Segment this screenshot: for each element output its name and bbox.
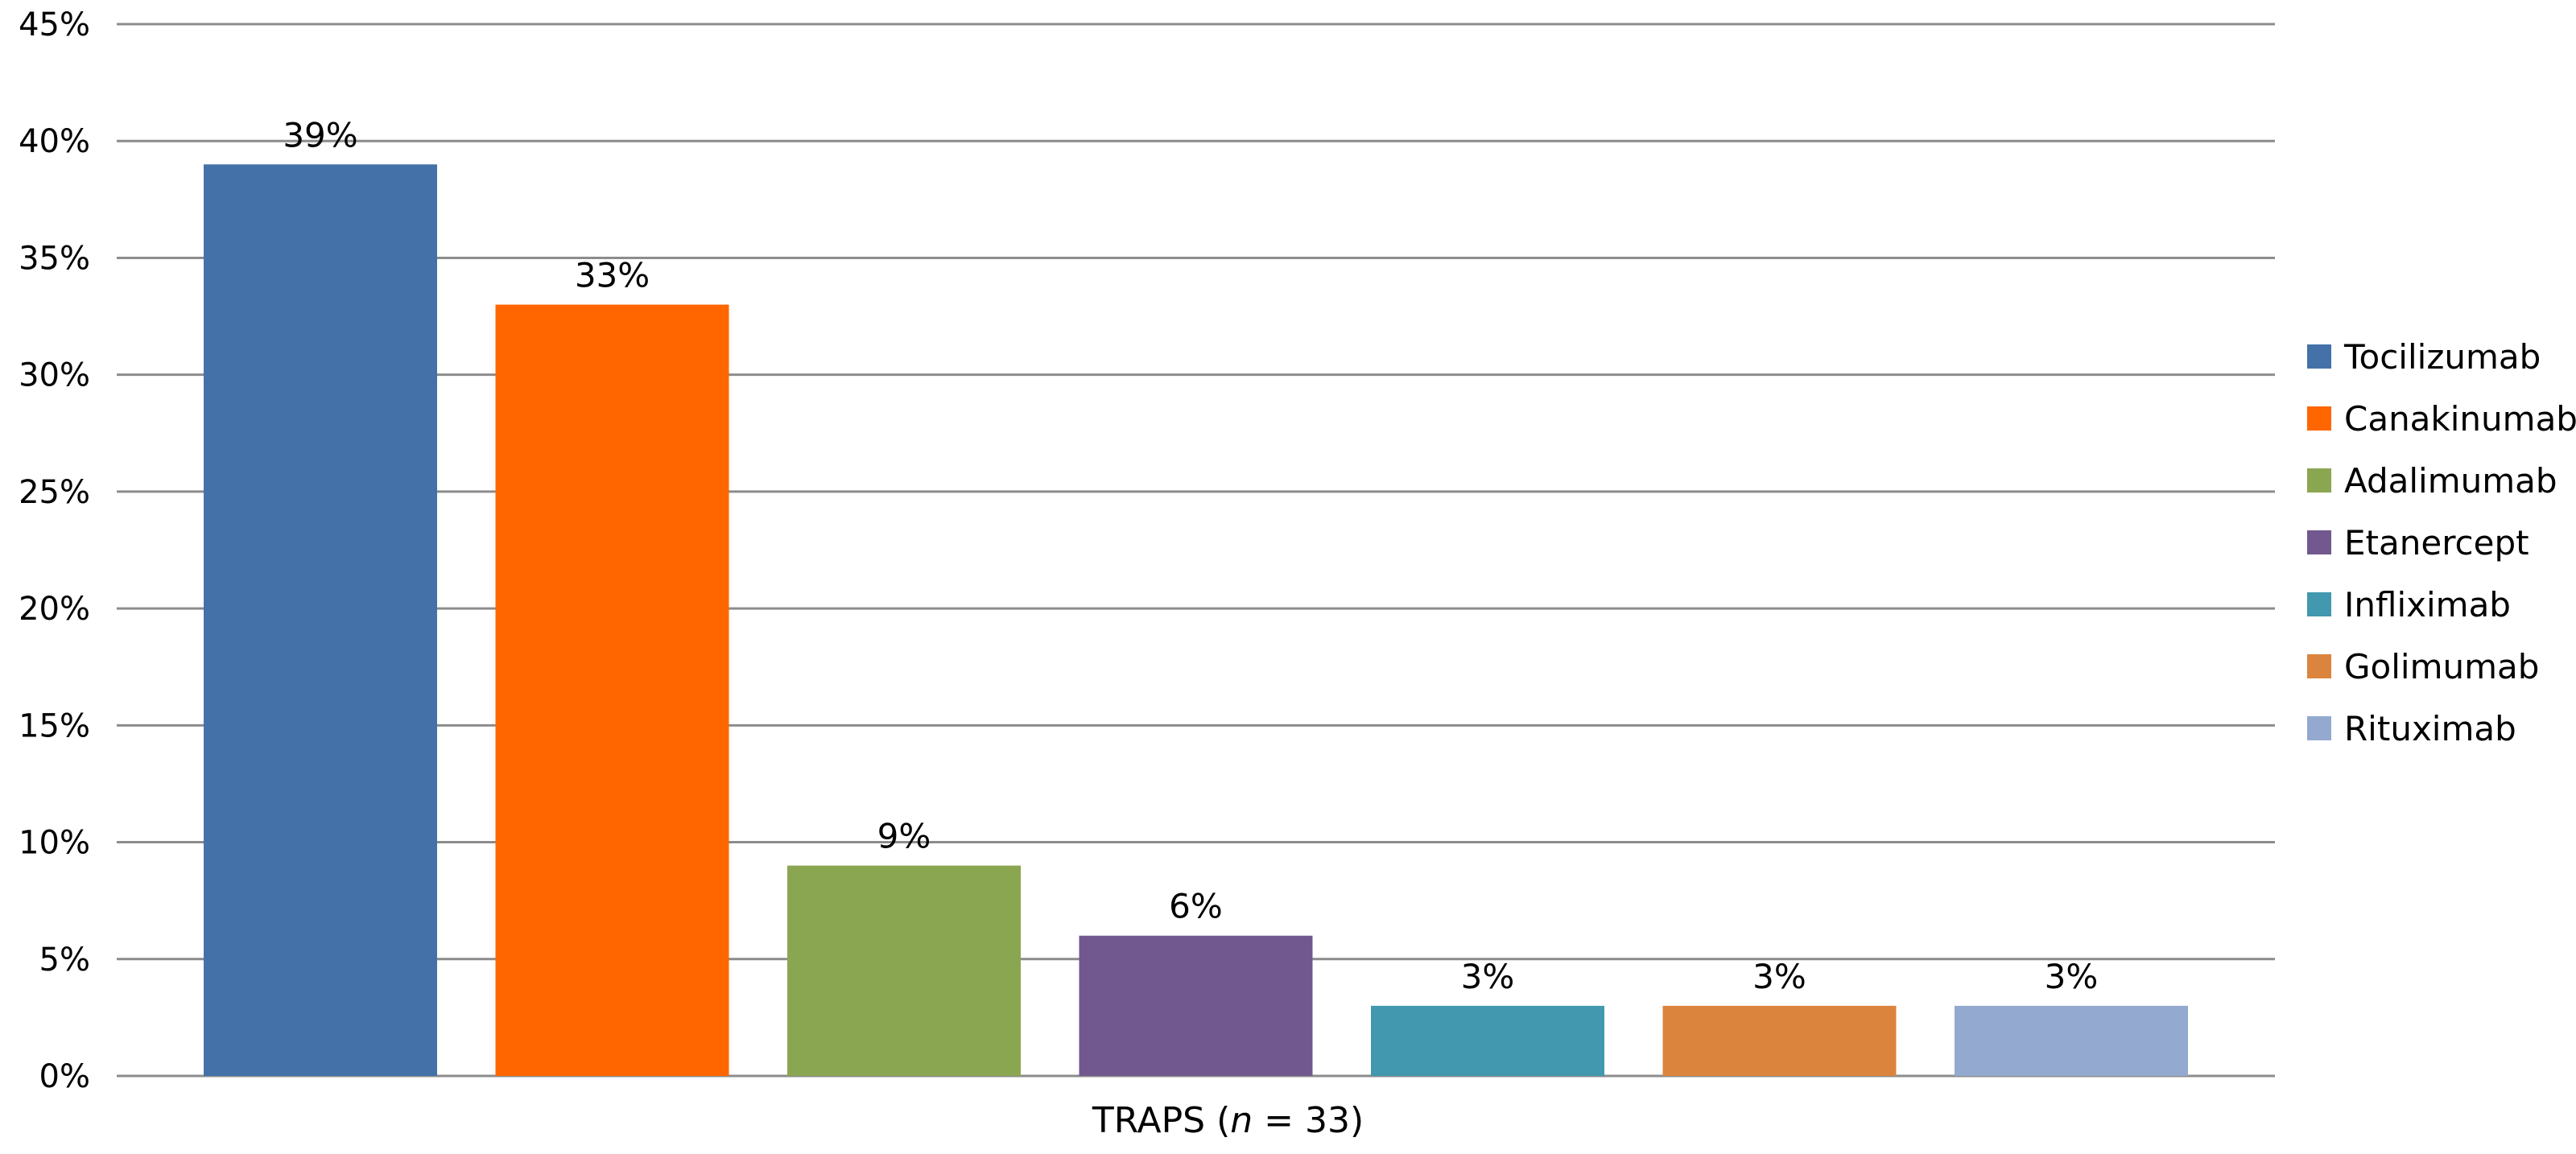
legend-item-tocilizumab: Tocilizumab [2307,337,2541,377]
legend-swatch [2307,716,2331,740]
legend-item-etanercept: Etanercept [2307,523,2529,563]
data-label-canakinumab: 33% [575,256,650,295]
x-category-suffix: = 33) [1253,1100,1364,1141]
legend-item-adalimumab: Adalimumab [2307,461,2557,501]
data-label-adalimumab: 9% [877,817,931,856]
y-axis-ticks: 0% 5% 10% 15% 20% 25% 30% 35% 40% 45% [19,6,90,1095]
bar-etanercept [1079,935,1313,1076]
y-tick-label: 45% [19,6,90,43]
y-tick-label: 30% [19,357,90,394]
y-tick-label: 20% [19,591,90,628]
legend-label: Canakinumab [2344,399,2576,439]
bars [204,164,2188,1077]
y-tick-label: 25% [19,474,90,511]
bar-infliximab [1371,1005,1604,1076]
y-tick-label: 40% [19,123,90,160]
legend-swatch [2307,344,2331,369]
legend-item-infliximab: Infliximab [2307,585,2511,624]
legend-label: Infliximab [2344,585,2511,624]
data-label-etanercept: 6% [1169,887,1223,926]
data-label-infliximab: 3% [1461,957,1515,996]
legend-swatch [2307,592,2331,616]
legend-label: Adalimumab [2344,461,2557,501]
y-tick-label: 15% [19,707,90,744]
legend-swatch [2307,530,2331,554]
x-category-n: n [1230,1100,1253,1141]
legend-item-canakinumab: Canakinumab [2307,399,2576,439]
legend-label: Etanercept [2344,523,2529,563]
legend: Tocilizumab Canakinumab Adalimumab Etanerce… [2307,337,2576,748]
data-labels: 39% 33% 9% 6% 3% 3% 3% [283,115,2098,996]
y-tick-label: 10% [19,825,90,862]
legend-swatch [2307,654,2331,678]
legend-item-golimumab: Golimumab [2307,647,2539,686]
y-tick-label: 0% [39,1058,90,1095]
legend-label: Tocilizumab [2343,337,2541,377]
y-tick-label: 5% [39,942,90,979]
bar-golimumab [1662,1005,1897,1076]
data-label-tocilizumab: 39% [283,115,357,155]
bar-tocilizumab [204,164,437,1077]
legend-swatch [2307,406,2331,431]
gridlines [117,23,2275,1078]
data-label-rituximab: 3% [2045,957,2099,996]
legend-item-rituximab: Rituximab [2307,709,2516,748]
bar-rituximab [1955,1005,2188,1076]
x-category-prefix: TRAPS ( [1092,1100,1230,1141]
legend-label: Golimumab [2344,647,2539,686]
bar-canakinumab [495,304,729,1076]
legend-swatch [2307,468,2331,493]
x-category-label: TRAPS (n = 33) [1092,1100,1364,1141]
data-label-golimumab: 3% [1752,957,1806,996]
legend-label: Rituximab [2344,709,2516,748]
bar-adalimumab [787,865,1021,1076]
y-tick-label: 35% [19,240,90,277]
